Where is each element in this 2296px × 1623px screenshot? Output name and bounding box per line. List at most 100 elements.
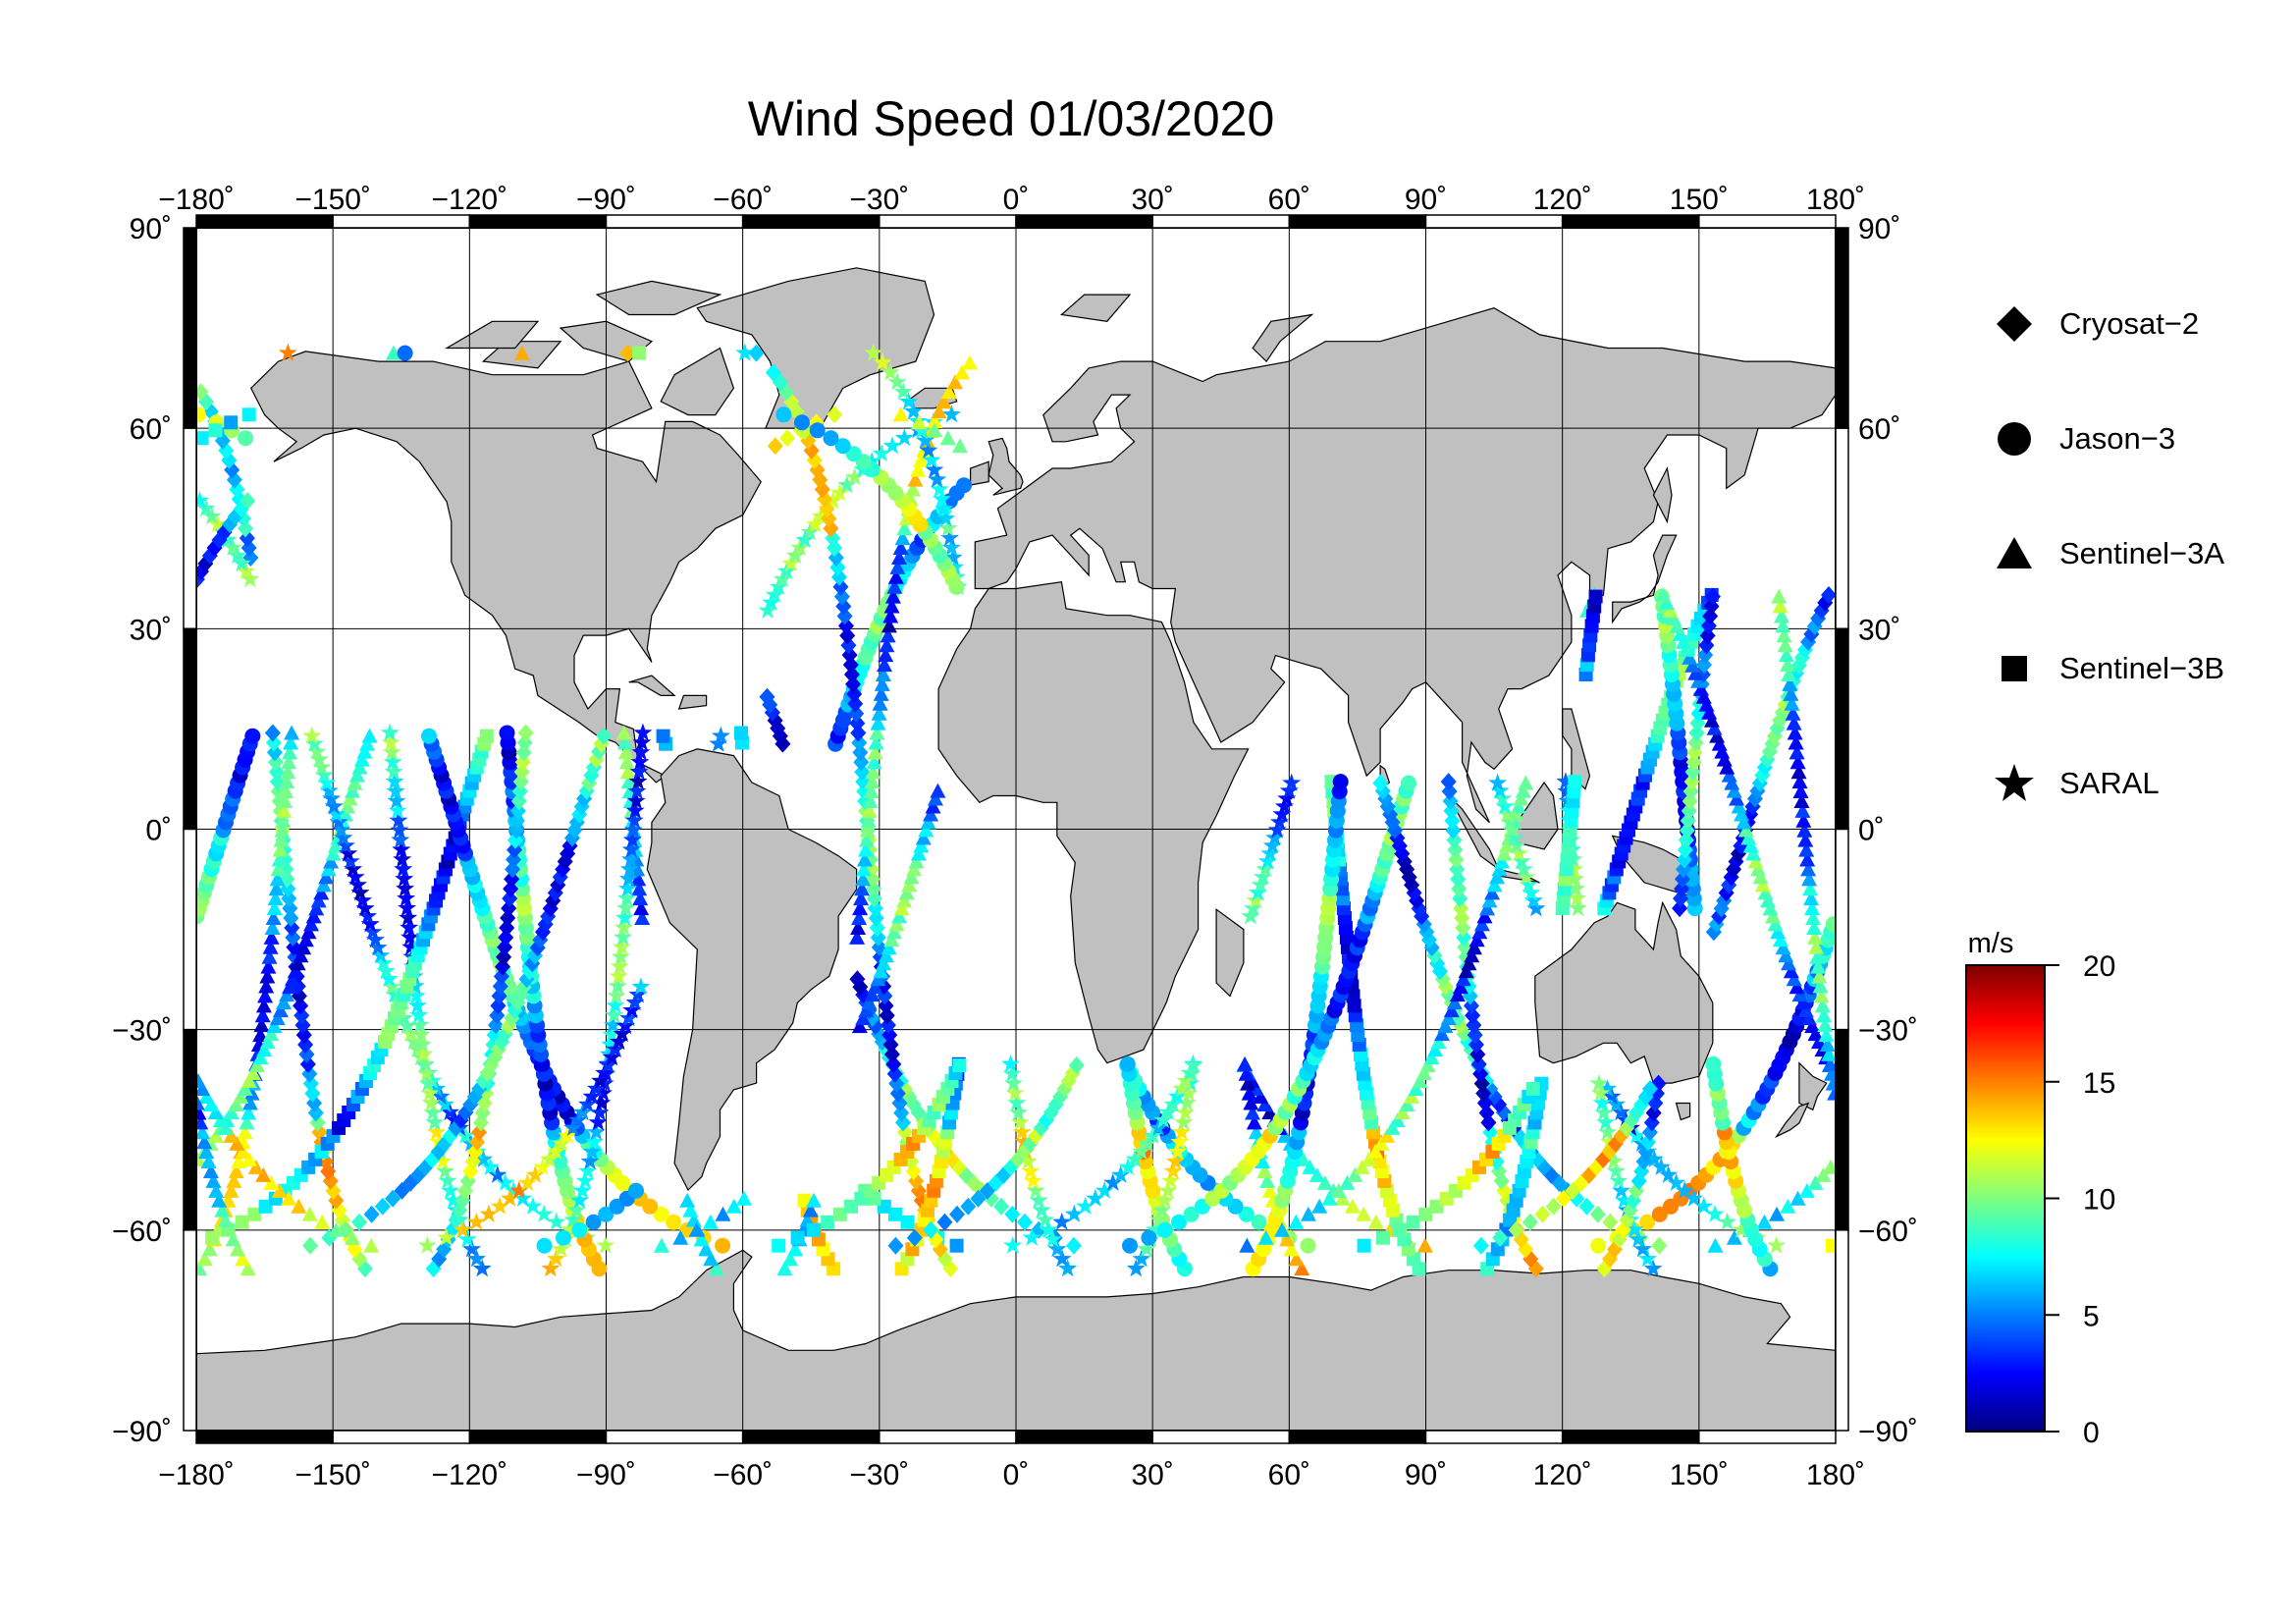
- track-marker: [479, 729, 494, 743]
- track-marker: [1801, 871, 1818, 887]
- track-marker: [1473, 916, 1490, 932]
- lon-label: −90˚: [576, 1459, 636, 1491]
- track-marker: [196, 562, 210, 580]
- track-marker: [263, 1026, 280, 1042]
- track-marker: [1168, 1142, 1188, 1161]
- map-frame-bars: [183, 214, 1849, 1444]
- track-marker: [1256, 1096, 1273, 1111]
- legend-item-jason: Jason−3: [1993, 409, 2175, 468]
- lat-label: 0˚: [145, 815, 172, 847]
- track-marker: [1486, 877, 1503, 893]
- chart-title: Wind Speed 01/03/2020: [747, 91, 1275, 146]
- track-marker: [274, 822, 291, 838]
- track-marker: [208, 514, 228, 533]
- track-marker: [509, 1180, 529, 1199]
- track-marker: [271, 1182, 288, 1198]
- track-marker: [1797, 1002, 1814, 1018]
- track-marker: [389, 810, 408, 829]
- track-marker: [1361, 1151, 1377, 1166]
- track-marker: [500, 1188, 519, 1207]
- landmass: [1675, 1102, 1691, 1121]
- track-marker: [1246, 891, 1265, 909]
- track-marker: [607, 986, 626, 1004]
- track-marker: [282, 744, 298, 760]
- lon-label: −120˚: [432, 1459, 508, 1491]
- track-marker: [314, 765, 334, 784]
- lon-label: 90˚: [1405, 1459, 1447, 1491]
- track-marker: [610, 1032, 629, 1051]
- track-marker: [1522, 1213, 1538, 1231]
- track-marker: [1737, 822, 1754, 838]
- lon-label: 60˚: [1268, 1459, 1310, 1491]
- track-marker: [1698, 696, 1715, 712]
- track-marker: [1729, 790, 1745, 806]
- legend-item-saral: SARAL: [1993, 754, 2160, 813]
- track-marker: [409, 1005, 429, 1024]
- track-marker: [931, 404, 947, 419]
- track-marker: [941, 405, 961, 423]
- track-marker: [1705, 1204, 1725, 1222]
- track-marker: [855, 861, 872, 877]
- track-marker: [1177, 1093, 1197, 1111]
- track-marker: [254, 1007, 271, 1023]
- track-marker: [385, 985, 404, 1003]
- track-marker: [1709, 728, 1726, 743]
- track-marker: [441, 1180, 460, 1199]
- track-marker: [1643, 1259, 1663, 1277]
- track-marker: [383, 752, 402, 771]
- track-marker: [1372, 774, 1389, 792]
- square-marker-icon: [2002, 656, 2027, 681]
- track-marker: [388, 800, 407, 819]
- track-marker: [834, 438, 851, 455]
- track-marker: [1384, 1119, 1401, 1135]
- track-marker: [320, 861, 337, 877]
- landmass: [970, 460, 989, 486]
- track-marker: [698, 1241, 715, 1257]
- track-marker: [892, 540, 909, 556]
- track-marker: [217, 1212, 234, 1227]
- track-marker: [223, 1104, 240, 1119]
- track-marker: [1642, 1080, 1659, 1099]
- track-marker: [337, 806, 353, 822]
- track-marker: [943, 548, 963, 566]
- track-marker: [613, 1024, 632, 1043]
- track-marker: [253, 1017, 270, 1033]
- circle-marker-icon: [1998, 422, 2031, 456]
- frame-bar-bottom: [195, 1430, 334, 1444]
- track-marker: [196, 1073, 206, 1089]
- track-marker: [268, 881, 285, 896]
- track-marker: [1155, 1190, 1175, 1209]
- track-marker: [1822, 1159, 1836, 1174]
- track-marker: [282, 979, 298, 995]
- track-marker: [1111, 1164, 1131, 1183]
- track-marker: [1798, 1182, 1815, 1198]
- track-marker: [591, 1071, 611, 1090]
- track-marker: [878, 947, 894, 963]
- landmass: [1534, 900, 1714, 1084]
- track-marker: [1283, 1241, 1300, 1257]
- track-marker: [715, 1237, 731, 1254]
- track-marker: [1659, 1164, 1679, 1183]
- track-marker: [1731, 798, 1747, 814]
- track-marker: [489, 1006, 506, 1025]
- colorbar-ticks: 0 5 10 15 20: [2045, 950, 2115, 1449]
- track-marker: [864, 987, 881, 1002]
- track-marker: [630, 871, 647, 887]
- track-marker: [1416, 1237, 1433, 1253]
- track-marker: [1793, 792, 1810, 808]
- track-marker: [1662, 602, 1679, 618]
- landmass: [1612, 534, 1678, 624]
- track-marker: [632, 732, 652, 751]
- track-marker: [596, 727, 613, 745]
- track-marker: [202, 507, 222, 525]
- track-marker: [412, 1035, 432, 1054]
- track-marker: [899, 392, 919, 410]
- track-marker: [927, 790, 943, 806]
- track-marker: [1260, 843, 1280, 862]
- track-marker: [1423, 1050, 1440, 1065]
- track-marker: [1638, 1249, 1657, 1268]
- lon-label: 30˚: [1131, 184, 1173, 216]
- track-marker: [1449, 987, 1466, 1002]
- track-marker: [1711, 735, 1728, 751]
- track-marker: [317, 773, 337, 791]
